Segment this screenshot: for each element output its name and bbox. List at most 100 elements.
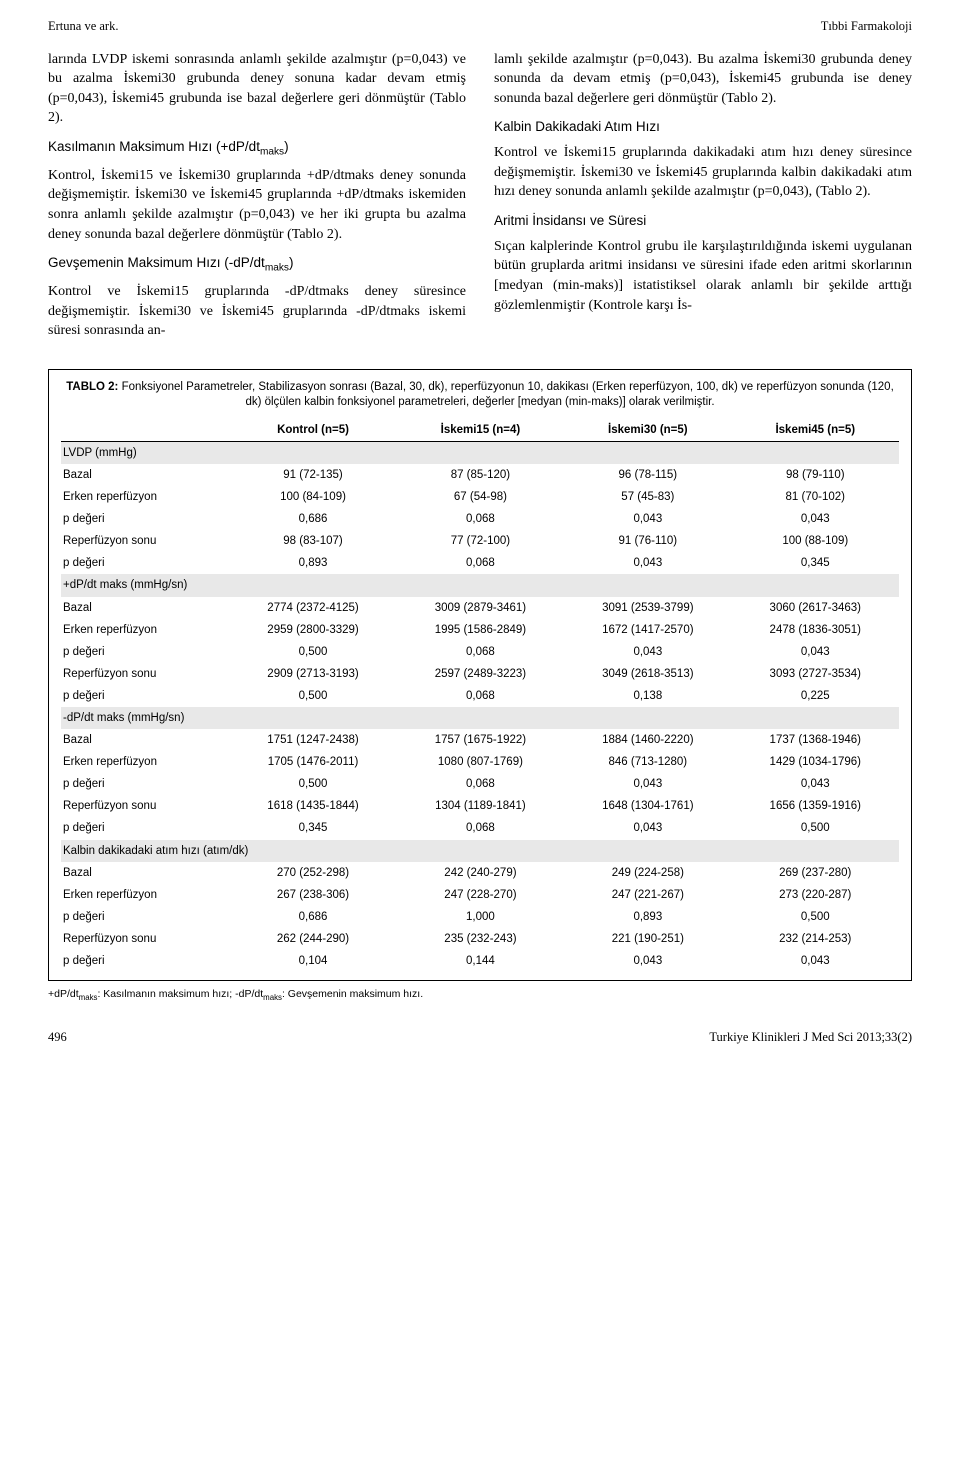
table-cell: Bazal: [61, 464, 229, 486]
table-cell: 1648 (1304-1761): [564, 795, 731, 817]
table-cell: p değeri: [61, 773, 229, 795]
right-h2: Aritmi İnsidansı ve Süresi: [494, 212, 912, 231]
table-cell: 1304 (1189-1841): [397, 795, 564, 817]
table-cell: 2478 (1836-3051): [732, 619, 899, 641]
col-header: Kontrol (n=5): [229, 419, 396, 442]
table-row: Erken reperfüzyon1705 (1476-2011)1080 (8…: [61, 751, 899, 773]
table-cell: 270 (252-298): [229, 862, 396, 884]
table-row: p değeri0,5000,0680,0430,043: [61, 641, 899, 663]
table-cell: 1080 (807-1769): [397, 751, 564, 773]
table-cell: 0,043: [564, 508, 731, 530]
running-header: Ertuna ve ark. Tıbbi Farmakoloji: [48, 18, 912, 36]
table-cell: 0,043: [564, 773, 731, 795]
table-cell: p değeri: [61, 950, 229, 972]
left-p1: larında LVDP iskemi sonrasında anlamlı ş…: [48, 50, 466, 128]
table-cell: 0,138: [564, 685, 731, 707]
table-cell: 0,500: [229, 773, 396, 795]
right-column: lamlı şekilde azalmıştır (p=0,043). Bu a…: [494, 50, 912, 351]
table-row: p değeri0,8930,0680,0430,345: [61, 552, 899, 574]
table-cell: p değeri: [61, 552, 229, 574]
table-row: Bazal270 (252-298)242 (240-279)249 (224-…: [61, 862, 899, 884]
table-row: p değeri0,3450,0680,0430,500: [61, 817, 899, 839]
table-cell: 3091 (2539-3799): [564, 597, 731, 619]
table-cell: 0,043: [564, 552, 731, 574]
table-cell: 0,043: [564, 817, 731, 839]
journal-ref: Turkiye Klinikleri J Med Sci 2013;33(2): [709, 1029, 912, 1047]
table-cell: 2774 (2372-4125): [229, 597, 396, 619]
table-cell: 2597 (2489-3223): [397, 663, 564, 685]
table-cell: 262 (244-290): [229, 928, 396, 950]
table-cell: p değeri: [61, 817, 229, 839]
table-cell: Erken reperfüzyon: [61, 486, 229, 508]
table-cell: 0,500: [732, 817, 899, 839]
body-columns: larında LVDP iskemi sonrasında anlamlı ş…: [48, 50, 912, 351]
section-row: Kalbin dakikadaki atım hızı (atım/dk): [61, 840, 899, 862]
left-p2: Kontrol, İskemi15 ve İskemi30 gruplarınd…: [48, 166, 466, 244]
table-cell: 0,043: [732, 773, 899, 795]
table-row: p değeri0,5000,0680,0430,043: [61, 773, 899, 795]
table-cell: Bazal: [61, 729, 229, 751]
table-cell: 100 (84-109): [229, 486, 396, 508]
table-cell: 3009 (2879-3461): [397, 597, 564, 619]
table-cell: 0,225: [732, 685, 899, 707]
col-header: İskemi15 (n=4): [397, 419, 564, 442]
section-row: LVDP (mmHg): [61, 441, 899, 464]
table-row: Reperfüzyon sonu262 (244-290)235 (232-24…: [61, 928, 899, 950]
table-cell: 1705 (1476-2011): [229, 751, 396, 773]
table-cell: 91 (76-110): [564, 530, 731, 552]
table-cell: 1737 (1368-1946): [732, 729, 899, 751]
table-cell: 0,500: [732, 906, 899, 928]
table-cell: 0,893: [564, 906, 731, 928]
table-row: Reperfüzyon sonu98 (83-107)77 (72-100)91…: [61, 530, 899, 552]
table-cell: Erken reperfüzyon: [61, 751, 229, 773]
table-cell: 249 (224-258): [564, 862, 731, 884]
table-cell: p değeri: [61, 641, 229, 663]
running-footer: 496 Turkiye Klinikleri J Med Sci 2013;33…: [48, 1029, 912, 1047]
table-cell: 1751 (1247-2438): [229, 729, 396, 751]
table-cell: 0,345: [229, 817, 396, 839]
table-cell: Erken reperfüzyon: [61, 884, 229, 906]
table-title: TABLO 2: Fonksiyonel Parametreler, Stabi…: [61, 380, 899, 411]
data-table: Kontrol (n=5)İskemi15 (n=4)İskemi30 (n=5…: [61, 419, 899, 972]
section-row: +dP/dt maks (mmHg/sn): [61, 574, 899, 596]
table-cell: 3060 (2617-3463): [732, 597, 899, 619]
table-2: TABLO 2: Fonksiyonel Parametreler, Stabi…: [48, 369, 912, 981]
table-cell: 57 (45-83): [564, 486, 731, 508]
table-cell: 0,068: [397, 817, 564, 839]
table-footnote: +dP/dtmaks: Kasılmanın maksimum hızı; -d…: [48, 987, 912, 1003]
table-cell: 91 (72-135): [229, 464, 396, 486]
table-cell: 0,345: [732, 552, 899, 574]
table-cell: 0,043: [732, 950, 899, 972]
table-cell: 1672 (1417-2570): [564, 619, 731, 641]
table-row: p değeri0,6860,0680,0430,043: [61, 508, 899, 530]
table-cell: 67 (54-98): [397, 486, 564, 508]
table-row: p değeri0,1040,1440,0430,043: [61, 950, 899, 972]
table-cell: 1429 (1034-1796): [732, 751, 899, 773]
table-cell: 0,104: [229, 950, 396, 972]
table-row: Erken reperfüzyon267 (238-306)247 (228-2…: [61, 884, 899, 906]
table-row: Erken reperfüzyon100 (84-109)67 (54-98)5…: [61, 486, 899, 508]
table-cell: 273 (220-287): [732, 884, 899, 906]
table-cell: 242 (240-279): [397, 862, 564, 884]
table-cell: 0,144: [397, 950, 564, 972]
table-cell: 1995 (1586-2849): [397, 619, 564, 641]
table-cell: 247 (221-267): [564, 884, 731, 906]
table-cell: 77 (72-100): [397, 530, 564, 552]
right-p2: Kontrol ve İskemi15 gruplarında dakikada…: [494, 143, 912, 202]
table-cell: 232 (214-253): [732, 928, 899, 950]
table-cell: 96 (78-115): [564, 464, 731, 486]
table-cell: 0,068: [397, 508, 564, 530]
table-cell: Erken reperfüzyon: [61, 619, 229, 641]
table-cell: p değeri: [61, 685, 229, 707]
table-title-text: Fonksiyonel Parametreler, Stabilizasyon …: [118, 381, 893, 409]
table-cell: 0,500: [229, 685, 396, 707]
table-cell: 0,686: [229, 906, 396, 928]
table-cell: 81 (70-102): [732, 486, 899, 508]
table-cell: 98 (83-107): [229, 530, 396, 552]
table-cell: 0,068: [397, 773, 564, 795]
left-column: larında LVDP iskemi sonrasında anlamlı ş…: [48, 50, 466, 351]
table-title-label: TABLO 2:: [66, 381, 118, 393]
table-row: Reperfüzyon sonu1618 (1435-1844)1304 (11…: [61, 795, 899, 817]
table-cell: 0,043: [732, 508, 899, 530]
table-cell: 98 (79-110): [732, 464, 899, 486]
